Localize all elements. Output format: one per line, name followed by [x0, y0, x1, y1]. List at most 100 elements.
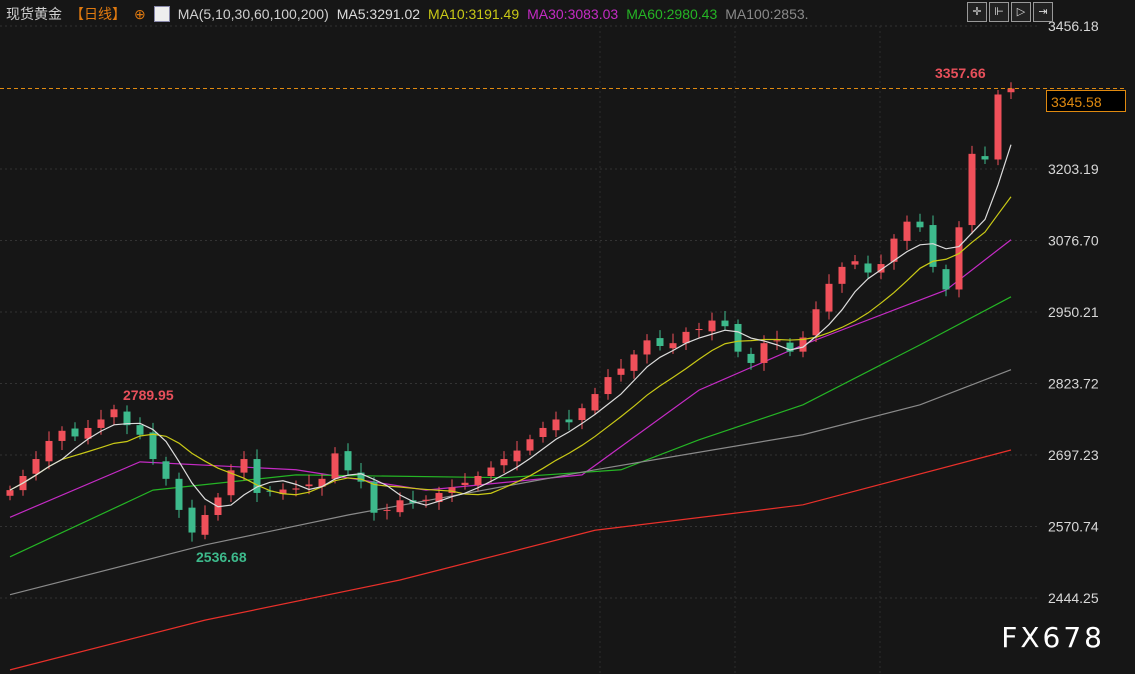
candle-body: [929, 225, 937, 267]
candle-body: [1007, 88, 1015, 93]
period-selector[interactable]: 【日线】: [70, 6, 126, 22]
candle-body: [643, 340, 651, 355]
play-icon[interactable]: ▷: [1011, 2, 1031, 22]
current-price-label: 3345.58: [1046, 90, 1126, 112]
ma5-value: MA5:3291.02: [336, 6, 421, 22]
candle-body: [799, 337, 807, 352]
candle-body: [162, 461, 170, 479]
candle-body: [526, 439, 534, 451]
candle-body: [656, 338, 664, 347]
candle-body: [552, 419, 560, 431]
candle-body: [838, 266, 846, 284]
candle-body: [864, 263, 872, 273]
high-left-annotation: 2789.95: [123, 387, 174, 403]
ma100-line: [9, 369, 1012, 596]
candle-body: [318, 478, 326, 487]
ma100-value: MA100:2853.: [725, 6, 809, 22]
candle-body: [682, 331, 690, 344]
candle-body: [695, 329, 703, 331]
candle-body: [591, 394, 599, 411]
candle-body: [396, 500, 404, 513]
y-tick-label: 3203.19: [1048, 161, 1099, 177]
candle-body: [994, 94, 1002, 160]
candle-body: [149, 432, 157, 460]
ma-legend: 现货黄金 【日线】 ⊕ MA(5,10,30,60,100,200) MA5:3…: [6, 4, 809, 24]
add-indicator-icon[interactable]: ⊕: [134, 5, 146, 22]
candle-body: [110, 409, 118, 418]
move-right-icon[interactable]: ⇥: [1033, 2, 1053, 22]
high-annotation: 3357.66: [935, 65, 986, 81]
candle-body: [747, 353, 755, 363]
candle-body: [721, 320, 729, 327]
indicator-chart-icon[interactable]: [153, 6, 170, 22]
candle-body: [357, 472, 365, 482]
candle-body: [370, 481, 378, 513]
candle-body: [968, 153, 976, 226]
y-tick-label: 2823.72: [1048, 375, 1099, 391]
ma30-value: MA30:3083.03: [527, 6, 619, 22]
candle-body: [84, 427, 92, 439]
candle-body: [344, 451, 352, 471]
candle-body: [175, 478, 183, 510]
candle-body: [474, 476, 482, 486]
candle-body: [279, 489, 287, 495]
candle-body: [890, 238, 898, 262]
y-tick-label: 2697.23: [1048, 447, 1099, 463]
candle-body: [734, 323, 742, 352]
candle-body: [812, 309, 820, 336]
candle-body: [617, 368, 625, 375]
candle-body: [578, 408, 586, 421]
candle-body: [786, 342, 794, 352]
candle-body: [201, 514, 209, 535]
candle-body: [422, 499, 430, 501]
crosshair-icon[interactable]: ✛: [967, 2, 987, 22]
candle-body: [188, 507, 196, 533]
y-tick-label: 2570.74: [1048, 518, 1099, 534]
candle-body: [136, 425, 144, 435]
candle-body: [487, 467, 495, 477]
candle-body: [604, 377, 612, 395]
ma5-line: [9, 144, 1012, 508]
candle-body: [97, 419, 105, 428]
candle-body: [955, 227, 963, 290]
candle-body: [916, 221, 924, 228]
ma-params[interactable]: MA(5,10,30,60,100,200): [177, 6, 329, 22]
low-annotation: 2536.68: [196, 549, 247, 565]
candle-body: [32, 459, 40, 474]
candle-body: [292, 488, 300, 490]
candle-body: [851, 261, 859, 265]
candle-body: [903, 221, 911, 241]
candle-body: [630, 354, 638, 371]
candle-body: [669, 343, 677, 349]
zoom-range-icon[interactable]: ⊩: [989, 2, 1009, 22]
candle-body: [461, 482, 469, 486]
watermark: FX678: [1001, 621, 1105, 654]
candle-body: [253, 459, 261, 493]
ma60-value: MA60:2980.43: [626, 6, 718, 22]
candle-body: [942, 269, 950, 290]
candle-body: [227, 470, 235, 496]
candle-body: [45, 440, 53, 462]
y-tick-label: 3076.70: [1048, 232, 1099, 248]
y-tick-label: 3456.18: [1048, 18, 1099, 34]
y-tick-label: 2950.21: [1048, 304, 1099, 320]
chart-toolbar: ✛ ⊩ ▷ ⇥: [967, 2, 1053, 22]
candle-body: [123, 411, 131, 426]
candle-body: [565, 419, 573, 423]
candle-body: [6, 490, 14, 496]
candle-body: [448, 487, 456, 493]
candle-body: [981, 156, 989, 160]
ma10-line: [9, 196, 1012, 496]
candle-body: [513, 450, 521, 462]
candle-body: [305, 484, 313, 487]
candle-body: [773, 340, 781, 342]
y-tick-label: 2444.25: [1048, 590, 1099, 606]
candle-body: [58, 430, 66, 441]
ma200-line: [9, 449, 1012, 671]
ma60-line: [9, 296, 1012, 558]
candle-body: [539, 427, 547, 438]
ma30-line: [9, 239, 1012, 518]
candle-body: [435, 492, 443, 503]
